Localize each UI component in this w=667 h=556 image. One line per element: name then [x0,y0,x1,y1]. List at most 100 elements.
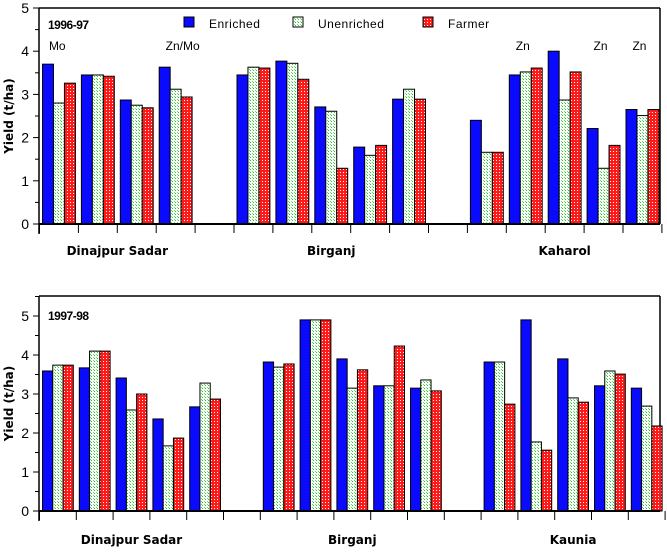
bar-farmer [504,403,516,512]
bar-farmer [99,350,111,512]
legend-swatch-enriched [183,16,195,28]
bar-unenriched [530,441,542,512]
bar-enriched [410,387,422,512]
bar-farmer [336,167,349,225]
bar-enriched [336,358,348,512]
legend-label: Enriched [209,17,260,31]
y-tick-label: 3 [21,86,29,102]
legend-label: Unenriched [318,17,384,31]
bar-farmer [258,67,271,225]
bar-unenriched [91,74,104,225]
x-group-label: Dinajpur Sadar [81,533,182,547]
x-group-label: Kaunia [550,533,597,547]
bar-unenriched [558,99,571,225]
x-group-label: Kaharol [538,244,590,258]
legend-item-enriched: Enriched [183,16,260,31]
bar-enriched [262,361,275,512]
y-tick-label: 5 [21,308,29,324]
x-group-label: Dinajpur Sadar [67,244,168,258]
bar-enriched [236,74,249,225]
y-tick-label: 4 [21,43,29,59]
bar-enriched [42,370,54,512]
bar-farmer [608,144,621,225]
bar-farmer [141,107,154,225]
y-tick-label: 2 [21,425,29,441]
bar-unenriched [199,382,211,512]
bar-farmer [356,369,369,512]
legend-swatch-farmer [422,16,434,28]
bar-enriched [630,387,643,512]
bar-farmer [430,390,442,512]
bar-unenriched [325,110,338,225]
y-tick-label: 4 [21,347,29,363]
site-annotation: Zn [516,39,530,53]
bar-unenriched [162,445,174,512]
bar-enriched [314,106,327,225]
y-tick-label: 1 [21,464,29,480]
bar-unenriched [567,397,579,512]
chart-1996-97: 0 1 2 3 4 5 Yield (t/ha) 1996-97 Mo Zn/Mo Dinajpur… [2,0,663,258]
bar-farmer [647,109,660,225]
bar-unenriched [130,104,143,225]
bar-unenriched [636,115,649,225]
bar-farmer [577,401,590,512]
bar-farmer [283,363,295,512]
legend-item-farmer: Farmer [422,16,490,31]
bar-unenriched [169,88,182,225]
bar-unenriched [604,370,616,512]
y-tick-label: 2 [21,130,29,146]
bar-farmer [569,71,582,225]
bar-unenriched [480,151,493,225]
bar-enriched [115,377,127,512]
bar-unenriched [519,71,532,225]
bar-farmer [375,144,388,225]
bar-farmer [62,364,74,512]
site-annotation: Zn [632,39,646,53]
bar-unenriched [286,62,299,225]
bar-farmer [180,96,193,225]
bar-unenriched [493,361,506,512]
bar-farmer [320,319,332,512]
bar-unenriched [641,405,653,512]
bar-unenriched [52,102,65,225]
bar-farmer [540,449,553,512]
bar-farmer [297,78,310,225]
bar-unenriched [247,66,260,225]
bar-unenriched [125,409,138,512]
bar-enriched [520,319,532,512]
legend-label: Farmer [448,17,490,31]
bar-farmer [530,67,543,225]
site-annotation: Zn/Mo [166,39,200,53]
legend-swatch-unenriched [292,16,304,28]
bar-unenriched [346,387,358,512]
bar-enriched [275,60,288,225]
bar-farmer [172,437,185,512]
y-axis-title: Yield (t/ha) [2,366,16,443]
bar-unenriched [364,154,377,225]
bar-enriched [392,98,405,225]
bar-enriched [625,109,638,225]
bar-farmer [614,373,626,512]
bar-farmer [491,151,504,225]
bar-enriched [508,74,521,225]
bar-farmer [63,82,76,225]
x-group-label: Birganj [307,244,356,258]
bar-enriched [373,385,385,512]
bar-enriched [152,418,164,512]
chart-year-label: 1997-98 [48,309,89,323]
bar-farmer [136,393,148,512]
bar-enriched [119,99,132,225]
bar-unenriched [383,385,395,512]
legend-item-unenriched: Unenriched [292,16,384,31]
y-axis-title: Yield (t/ha) [2,78,16,155]
bar-unenriched [309,319,322,512]
bar-enriched [42,63,54,225]
bar-enriched [557,358,569,512]
bar-farmer [414,98,426,225]
chart-1997-98: 0 1 2 3 4 5 Yield (t/ha) 1997-98 Dinajpur Sadar B… [2,295,666,547]
chart-year-label: 1996-97 [48,18,89,32]
y-tick-label: 0 [21,216,29,232]
bar-farmer [651,425,663,512]
y-tick-label: 0 [21,503,29,519]
site-annotation: Mo [49,39,66,53]
